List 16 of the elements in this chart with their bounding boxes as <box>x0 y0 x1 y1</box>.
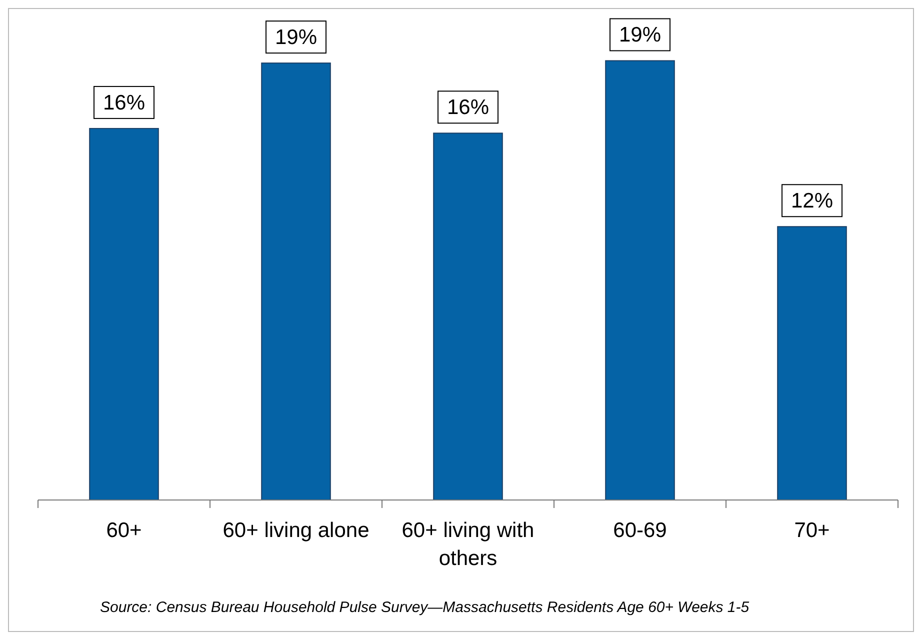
bar <box>777 226 847 500</box>
x-tick-label: 70+ <box>794 519 830 542</box>
x-tick-label: 60+ living alone <box>222 519 370 542</box>
data-label: 16% <box>446 96 490 120</box>
x-tick-label: 60+ <box>106 519 142 542</box>
data-label: 12% <box>790 190 834 213</box>
data-label: 16% <box>102 91 146 114</box>
x-tick-label: 60+ living with others <box>402 519 534 570</box>
bar <box>433 132 503 500</box>
data-label: 19% <box>274 26 318 50</box>
x-tick-label: 60-69 <box>613 519 667 542</box>
source-note: Source: Census Bureau Household Pulse Survey—Massachusetts Residents Age 60+ Weeks 1-5 <box>100 599 750 616</box>
bar <box>605 60 675 500</box>
bar <box>261 62 331 500</box>
data-label: 19% <box>618 24 662 47</box>
bar <box>89 128 159 500</box>
